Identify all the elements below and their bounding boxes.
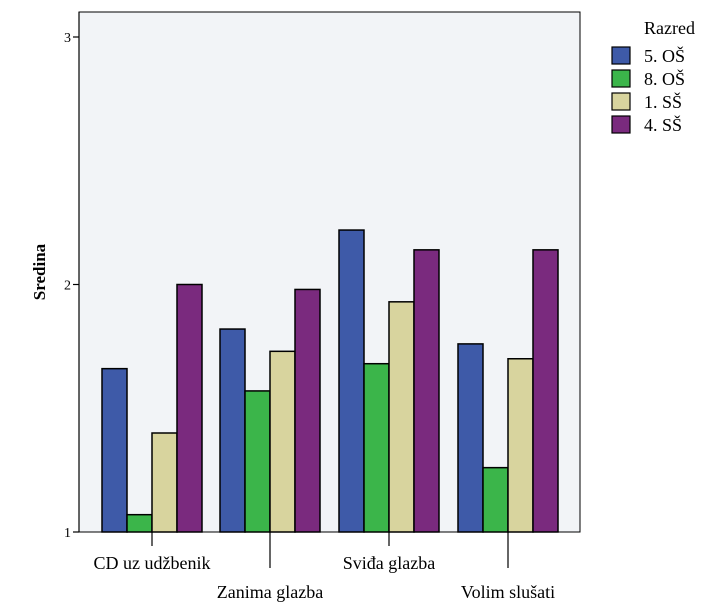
legend-title: Razred [644,18,695,38]
legend-label: 1. SŠ [644,91,682,112]
legend-label: 4. SŠ [644,114,682,135]
legend-swatch [611,46,631,65]
bar [219,328,246,533]
bar [338,229,365,533]
bar [507,358,534,533]
legend-swatch [611,92,631,111]
bar [294,288,321,533]
y-tick-label: 1 [64,526,71,541]
legend: Razred 5. OŠ8. OŠ1. SŠ4. SŠ [611,18,695,135]
legend-label: 8. OŠ [644,68,685,89]
bar [101,367,128,533]
bar-group [101,283,203,533]
bar [126,513,153,533]
bar [269,350,296,533]
x-category-label: CD uz udžbenik [94,553,211,573]
bar [388,301,415,533]
legend-label: 5. OŠ [644,45,685,66]
legend-swatch [611,69,631,88]
bar [413,249,440,533]
x-category-label: Volim slušati [461,582,555,602]
y-tick-label: 3 [64,31,71,46]
bar [151,432,178,533]
bar-group [338,229,440,533]
bar [244,390,271,533]
bar [363,362,390,533]
bar [457,343,484,533]
y-axis-label: Sredina [30,243,49,300]
y-axis: 1 2 3 [64,12,80,541]
x-axis: CD uz udžbenik Zanima glazba Sviđa glazba V… [94,532,555,602]
bar [532,249,559,533]
legend-swatch [611,115,631,134]
bars-group [101,229,559,533]
bar [176,283,203,533]
x-category-label: Sviđa glazba [343,553,435,573]
bar-group [219,288,321,533]
x-category-label: Zanima glazba [217,582,323,602]
bar [482,466,509,533]
y-tick-label: 2 [64,279,71,294]
bar-group [457,249,559,533]
